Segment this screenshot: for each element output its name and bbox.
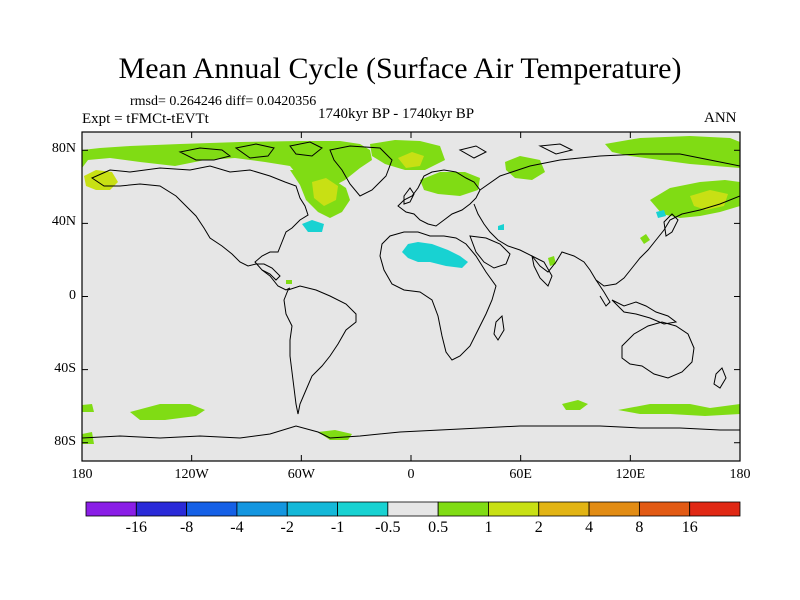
colorbar-label: -8 bbox=[179, 519, 194, 536]
anomaly-region-southern-pacific bbox=[130, 404, 205, 420]
anomaly-region-kamchatka bbox=[690, 190, 728, 210]
coastlines bbox=[82, 141, 740, 439]
colorbar-label: -4 bbox=[230, 519, 244, 536]
axis-ticks bbox=[81, 132, 741, 461]
coast-india bbox=[531, 255, 553, 287]
anomaly-region-southern-atlantic bbox=[82, 404, 94, 412]
colorbar-label: -1 bbox=[330, 519, 345, 536]
colorbar-label: 4 bbox=[585, 519, 594, 536]
lon-label: 180 bbox=[71, 467, 93, 482]
colorbar-swatch bbox=[186, 501, 238, 517]
coast-central-america bbox=[261, 269, 291, 291]
colorbar-swatch bbox=[135, 501, 188, 517]
coast-arabia bbox=[469, 235, 511, 269]
period-label: 1740kyr BP - 1740kyr BP bbox=[318, 106, 475, 122]
anomaly-region-sahara bbox=[402, 242, 468, 268]
experiment-label: Expt = tFMCt-tEVTt bbox=[82, 111, 209, 127]
coast-madagascar bbox=[493, 314, 505, 341]
stats-label: rmsd= 0.264246 diff= 0.0420356 bbox=[130, 94, 317, 109]
plot-title: Mean Annual Cycle (Surface Air Temperatu… bbox=[118, 52, 682, 85]
colorbar-swatch bbox=[236, 501, 288, 517]
colorbar-label: 16 bbox=[681, 519, 698, 536]
coast-asia bbox=[473, 153, 740, 287]
coast-antarctica bbox=[82, 425, 740, 439]
lon-label: 0 bbox=[407, 467, 415, 482]
colorbar-label: -16 bbox=[125, 519, 147, 536]
anomaly-region-hudson bbox=[312, 178, 338, 206]
coast-british-isles bbox=[403, 187, 415, 205]
colorbar-label: 2 bbox=[534, 519, 543, 536]
colorbar-swatch bbox=[337, 501, 389, 517]
lon-label: 120W bbox=[174, 467, 209, 482]
colorbar-swatch bbox=[538, 501, 590, 517]
anomaly-spot-atlantic bbox=[286, 280, 292, 284]
colorbar-label: 8 bbox=[635, 519, 644, 536]
colorbar-swatch bbox=[488, 501, 540, 517]
anomaly-region-scandinavia bbox=[420, 172, 480, 196]
colorbar-label: -2 bbox=[280, 519, 294, 536]
colorbar-swatch bbox=[85, 501, 137, 517]
coast-north-america bbox=[90, 165, 309, 281]
lat-label: 40S bbox=[54, 360, 76, 376]
coast-greenland bbox=[329, 145, 393, 197]
colorbar bbox=[85, 501, 741, 517]
colorbar-label: 1 bbox=[484, 519, 493, 536]
colorbar-swatch bbox=[286, 501, 338, 517]
colorbar-swatch bbox=[387, 501, 439, 517]
lon-label: 180 bbox=[729, 467, 751, 482]
anomaly-spot-japan bbox=[656, 210, 666, 218]
anomaly-spot-mediterranean bbox=[498, 224, 504, 230]
anomaly-region-indian-ocean-south bbox=[562, 400, 588, 410]
lon-label: 120E bbox=[615, 467, 646, 482]
map-area bbox=[82, 132, 740, 461]
anomaly-spot-north-atlantic bbox=[302, 220, 324, 232]
lat-label: 80N bbox=[51, 141, 76, 157]
anomaly-region-antarctic-rim bbox=[618, 404, 740, 416]
colorbar-label: -0.5 bbox=[375, 519, 401, 536]
coast-australia bbox=[621, 321, 695, 379]
coast-new-zealand bbox=[713, 367, 727, 389]
colorbar-swatch bbox=[638, 501, 691, 517]
anomaly-region-siberia bbox=[605, 136, 740, 168]
coast-japan bbox=[663, 213, 679, 237]
colorbar-swatch bbox=[689, 501, 741, 517]
lat-label: 0 bbox=[69, 287, 76, 303]
coast-europe bbox=[397, 169, 481, 227]
season-label: ANN bbox=[704, 110, 737, 126]
colorbar-swatch bbox=[437, 501, 489, 517]
coast-arctic-islands bbox=[178, 141, 574, 161]
anomaly-fields bbox=[82, 136, 740, 444]
anomaly-region-iceland bbox=[398, 152, 424, 168]
anomaly-region-alaska bbox=[84, 170, 118, 190]
anomaly-spot-india bbox=[548, 256, 556, 266]
coast-south-america bbox=[283, 285, 357, 415]
colorbar-label: 0.5 bbox=[428, 519, 449, 536]
lon-label: 60E bbox=[509, 467, 532, 482]
lat-label: 80S bbox=[54, 433, 76, 449]
colorbar-swatch bbox=[588, 501, 640, 517]
coast-africa bbox=[379, 231, 497, 361]
coast-southeast-asia bbox=[595, 279, 678, 325]
lat-label: 40N bbox=[51, 214, 76, 230]
lon-label: 60W bbox=[287, 467, 315, 482]
anomaly-spot-china bbox=[640, 234, 650, 244]
